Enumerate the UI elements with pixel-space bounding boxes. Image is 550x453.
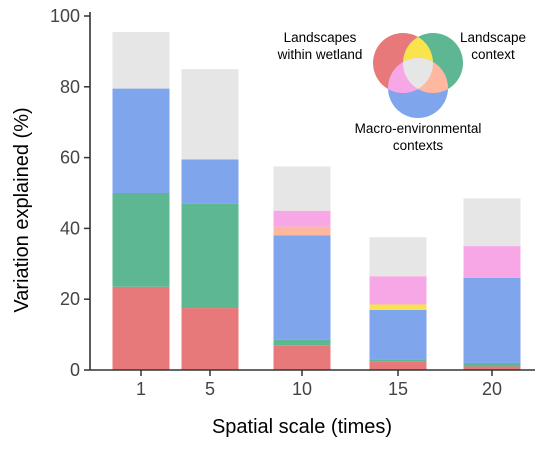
bar-segment-ac-15 [369,276,427,305]
y-tick-label-80: 80 [60,77,80,97]
bar-segment-context-1 [112,193,170,287]
bar-segment-shared-15 [369,237,427,277]
venn-label-macro: Macro-environmental contexts [355,121,482,153]
bar-segment-macro-10 [273,235,331,340]
bar-segment-macro-1 [112,88,170,193]
x-tick-label-15: 15 [388,379,408,399]
venn-overlap-all [403,58,433,93]
bar-segment-bc-10 [273,226,331,236]
x-axis-title: Spatial scale (times) [212,416,392,438]
bar-segment-ac-20 [463,246,521,278]
venn-label-context: Landscape context [460,30,526,62]
x-tick-label-5: 5 [205,379,215,399]
x-tick-label-10: 10 [292,379,312,399]
bars-layer [112,31,521,370]
bar-segment-macro-5 [181,159,239,204]
venn-label-within: Landscapes within wetland [277,30,363,62]
bar-segment-within-5 [181,308,239,370]
bar-segment-within-20 [463,366,521,370]
bar-segment-context-20 [463,362,521,367]
bar-segment-context-15 [369,359,427,362]
bar-segment-shared-1 [112,31,170,89]
y-tick-label-100: 100 [50,6,80,26]
y-tick-label-40: 40 [60,218,80,238]
bar-segment-shared-10 [273,166,331,211]
bar-segment-within-1 [112,286,170,370]
bar-segment-context-5 [181,203,239,309]
x-tick-label-1: 1 [136,379,146,399]
venn-legend: Landscapes within wetland Landscape context… [277,30,526,153]
bar-segment-macro-20 [463,277,521,363]
x-tick-label-20: 20 [482,379,502,399]
bar-segment-context-10 [273,339,331,346]
y-tick-label-20: 20 [60,289,80,309]
bar-segment-ab-15 [369,304,427,310]
bar-segment-ac-10 [273,210,331,227]
y-axis-title: Variation explained (%) [11,107,33,312]
y-tick-label-60: 60 [60,148,80,168]
bar-segment-shared-20 [463,198,521,247]
y-tick-label-0: 0 [70,360,80,380]
bar-segment-within-15 [369,361,427,370]
bar-segment-shared-5 [181,69,239,160]
bar-segment-within-10 [273,345,331,370]
bar-segment-macro-15 [369,309,427,360]
